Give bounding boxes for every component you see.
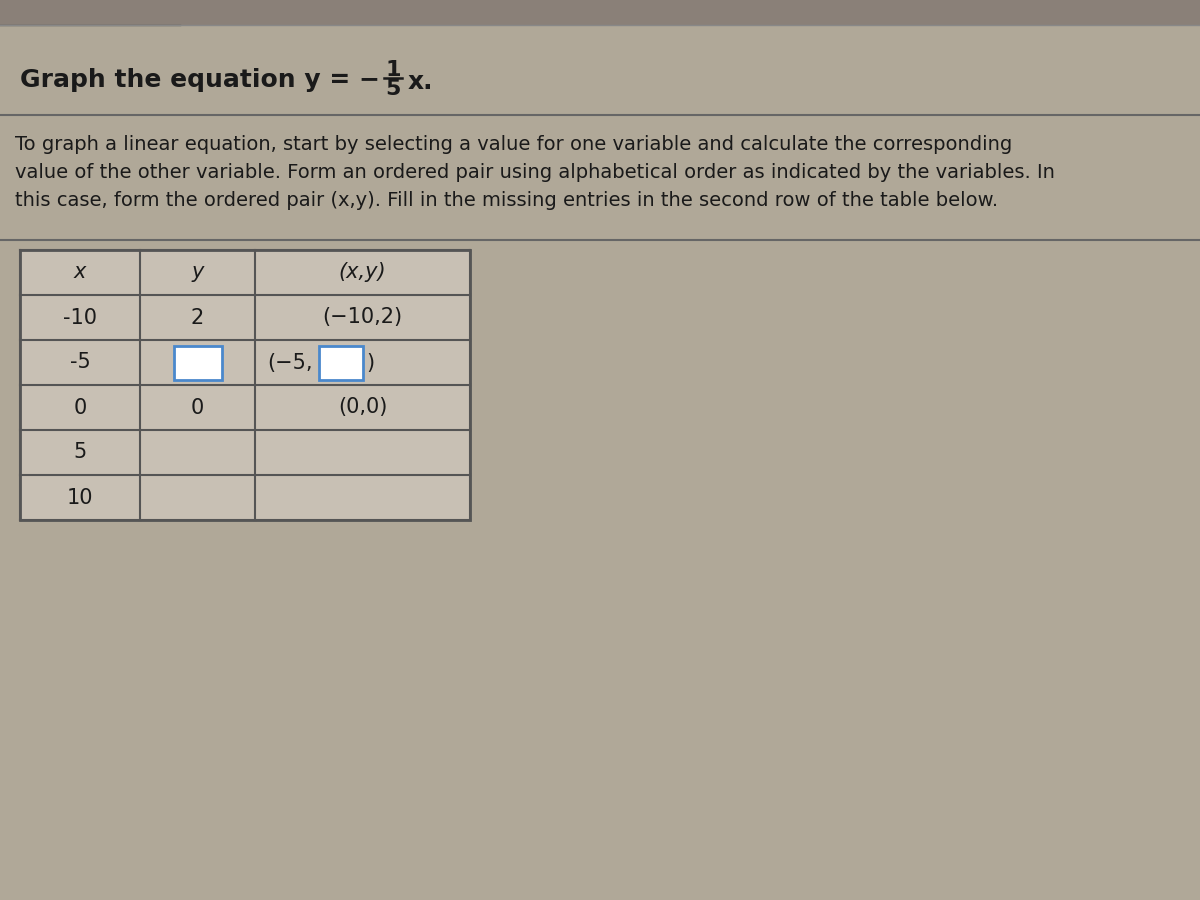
Bar xyxy=(0,0,1200,25)
Text: 5: 5 xyxy=(73,443,86,463)
Text: (x,y): (x,y) xyxy=(338,263,386,283)
Text: ): ) xyxy=(366,353,374,373)
Text: (−10,2): (−10,2) xyxy=(323,308,402,328)
Text: -10: -10 xyxy=(64,308,97,328)
Text: 0: 0 xyxy=(191,398,204,418)
Text: 2: 2 xyxy=(191,308,204,328)
Text: To graph a linear equation, start by selecting a value for one variable and calc: To graph a linear equation, start by sel… xyxy=(14,135,1013,154)
Bar xyxy=(0,25,1200,115)
Text: this case, form the ordered pair (x,y). Fill in the missing entries in the secon: this case, form the ordered pair (x,y). … xyxy=(14,191,998,210)
Text: (0,0): (0,0) xyxy=(338,398,388,418)
Text: Graph the equation y = −: Graph the equation y = − xyxy=(20,68,380,92)
Text: x: x xyxy=(74,263,86,283)
Text: value of the other variable. Form an ordered pair using alphabetical order as in: value of the other variable. Form an ord… xyxy=(14,163,1055,182)
Text: -5: -5 xyxy=(70,353,90,373)
Text: y: y xyxy=(191,263,204,283)
Text: 0: 0 xyxy=(73,398,86,418)
Text: x.: x. xyxy=(408,70,433,94)
Text: (−5,: (−5, xyxy=(266,353,312,373)
Text: 1: 1 xyxy=(385,60,401,80)
Text: 10: 10 xyxy=(67,488,94,508)
Bar xyxy=(20,250,470,520)
Bar xyxy=(174,346,222,380)
Text: 5: 5 xyxy=(385,79,401,99)
Bar xyxy=(319,346,364,380)
